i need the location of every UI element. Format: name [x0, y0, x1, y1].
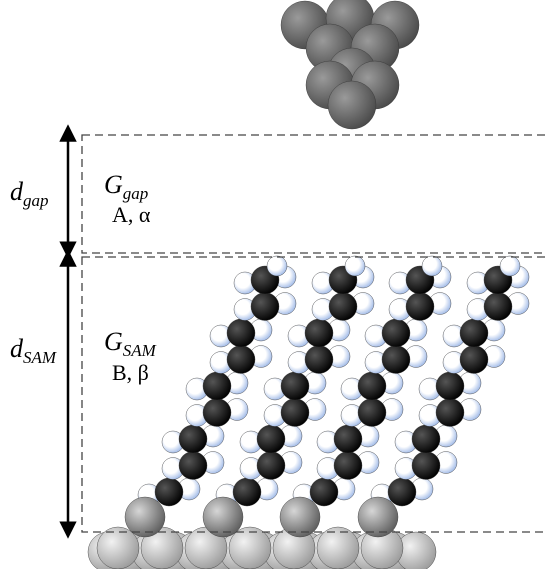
hydrogen-atom — [422, 256, 442, 276]
tip-atom — [328, 81, 376, 129]
substrate-atom — [97, 527, 139, 569]
carbon-atom — [484, 293, 512, 321]
carbon-atom — [281, 372, 309, 400]
carbon-atom — [179, 452, 207, 480]
carbon-atom — [334, 452, 362, 480]
d-sam-label: dSAM — [10, 334, 57, 367]
carbon-atom — [305, 319, 333, 347]
carbon-atom — [233, 478, 261, 506]
carbon-atom — [382, 346, 410, 374]
carbon-atom — [281, 399, 309, 427]
sam-params: B, β — [112, 360, 149, 385]
carbon-atom — [382, 319, 410, 347]
carbon-atom — [436, 372, 464, 400]
carbon-atom — [412, 425, 440, 453]
carbon-atom — [257, 452, 285, 480]
carbon-atom — [388, 478, 416, 506]
carbon-atom — [334, 425, 362, 453]
carbon-atom — [406, 293, 434, 321]
carbon-atom — [179, 425, 207, 453]
carbon-atom — [227, 319, 255, 347]
carbon-atom — [310, 478, 338, 506]
carbon-atom — [251, 293, 279, 321]
sulfur-atom — [125, 497, 165, 537]
carbon-atom — [329, 293, 357, 321]
carbon-atom — [358, 372, 386, 400]
carbon-atom — [227, 346, 255, 374]
g-sam-label: GSAM — [104, 327, 157, 360]
gap-params: A, α — [112, 202, 151, 227]
carbon-atom — [155, 478, 183, 506]
sulfur-atom — [358, 497, 398, 537]
carbon-atom — [436, 399, 464, 427]
diagram: dgap Ggap A, α dSAM GSAM B, β — [0, 0, 545, 569]
carbon-atom — [257, 425, 285, 453]
carbon-atom — [203, 372, 231, 400]
hydrogen-atom — [267, 256, 287, 276]
carbon-atom — [305, 346, 333, 374]
sulfur-atom — [203, 497, 243, 537]
substrate-atom — [229, 527, 271, 569]
hydrogen-atom — [345, 256, 365, 276]
carbon-atom — [203, 399, 231, 427]
hydrogen-atom — [500, 256, 520, 276]
g-gap-label: Ggap — [104, 170, 148, 203]
carbon-atom — [412, 452, 440, 480]
carbon-atom — [460, 319, 488, 347]
carbon-atom — [358, 399, 386, 427]
d-gap-label: dgap — [10, 177, 49, 210]
substrate-atom — [317, 527, 359, 569]
sulfur-atom — [280, 497, 320, 537]
gap-box — [82, 135, 545, 253]
structures — [88, 0, 529, 569]
carbon-atom — [460, 346, 488, 374]
